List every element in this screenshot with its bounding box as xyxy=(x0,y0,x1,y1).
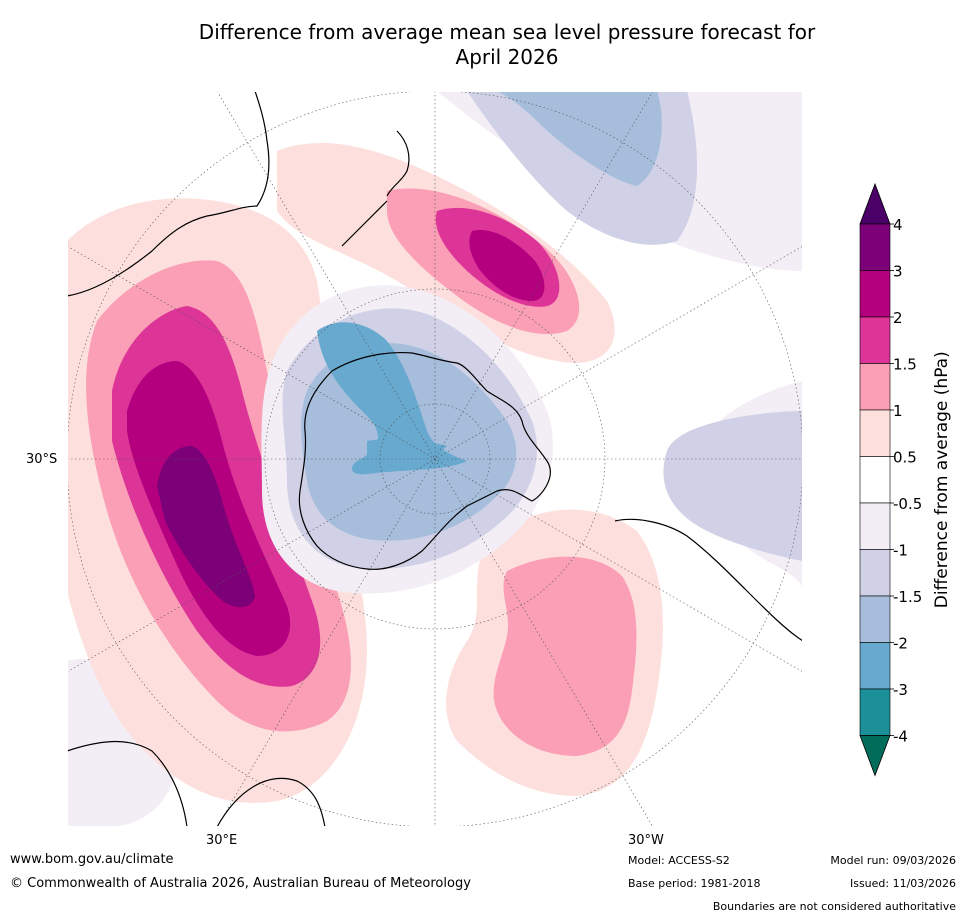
new-zealand-south xyxy=(341,200,388,247)
australia-coastline xyxy=(67,91,270,297)
colorbar-tick-label: -4 xyxy=(893,728,908,746)
south-america-coastline xyxy=(614,518,803,642)
colorbar-tick-label: -3 xyxy=(893,681,908,699)
colorbar-segment xyxy=(859,363,891,411)
colorbar-segment xyxy=(859,688,891,736)
new-zealand-north xyxy=(386,130,410,197)
colorbar-segment xyxy=(859,223,891,271)
coastlines xyxy=(67,91,803,827)
colorbar-tick-label: 0.5 xyxy=(893,449,917,467)
colorbar-segment xyxy=(859,316,891,364)
lat-label-30s: 30°S xyxy=(26,452,58,467)
colorbar-segment xyxy=(859,270,891,318)
colorbar-tick-label: 3 xyxy=(893,263,903,281)
colorbar-segment xyxy=(859,456,891,504)
footer-disclaimer: Boundaries are not considered authoritat… xyxy=(712,900,956,913)
colorbar-tick-label: 2 xyxy=(893,309,903,327)
title-line-1: Difference from average mean sea level p… xyxy=(198,20,816,44)
colorbar-segment xyxy=(859,595,891,643)
colorbar-arrow-bottom xyxy=(859,735,891,777)
footer-issued: Issued: 11/03/2026 xyxy=(849,877,956,890)
colorbar-tick-label: -0.5 xyxy=(893,495,922,513)
lon-label-30w: 30°W xyxy=(628,833,664,848)
footer-model: Model: ACCESS-S2 xyxy=(628,854,730,867)
colorbar-tick-label: 1 xyxy=(893,402,903,420)
map-title: Difference from average mean sea level p… xyxy=(0,20,965,70)
colorbar-tick-label: -2 xyxy=(893,635,908,653)
colorbar-tick-label: -1 xyxy=(893,542,908,560)
anomaly-fields xyxy=(67,91,803,827)
title-line-2: April 2026 xyxy=(455,45,559,69)
colorbar-tick-label: 4 xyxy=(893,216,903,234)
pressure-anomaly-map xyxy=(67,91,803,827)
antarctica-coastline xyxy=(298,352,551,570)
colorbar-segment xyxy=(859,409,891,457)
colorbar-label: Difference from average (hPa) xyxy=(932,351,952,608)
colorbar-tick-label: -1.5 xyxy=(893,588,922,606)
footer-copyright: © Commonwealth of Australia 2026, Austra… xyxy=(10,876,471,891)
colorbar-segment xyxy=(859,502,891,550)
colorbar: 4 3 2 1.5 1 0.5 -0.5 -1 -1.5 -2 -3 -4 Difference fro… xyxy=(859,182,952,777)
graticule xyxy=(67,91,803,827)
footer-base-period: Base period: 1981-2018 xyxy=(628,877,761,890)
africa-coastline xyxy=(67,741,188,827)
footer-model-run: Model run: 09/03/2026 xyxy=(830,854,956,867)
colorbar-segment xyxy=(859,642,891,690)
footer-website: www.bom.gov.au/climate xyxy=(10,852,174,867)
lon-label-30e: 30°E xyxy=(206,833,238,848)
colorbar-segment xyxy=(859,549,891,597)
colorbar-tick-label: 1.5 xyxy=(893,356,917,374)
colorbar-arrow-top xyxy=(859,182,891,225)
